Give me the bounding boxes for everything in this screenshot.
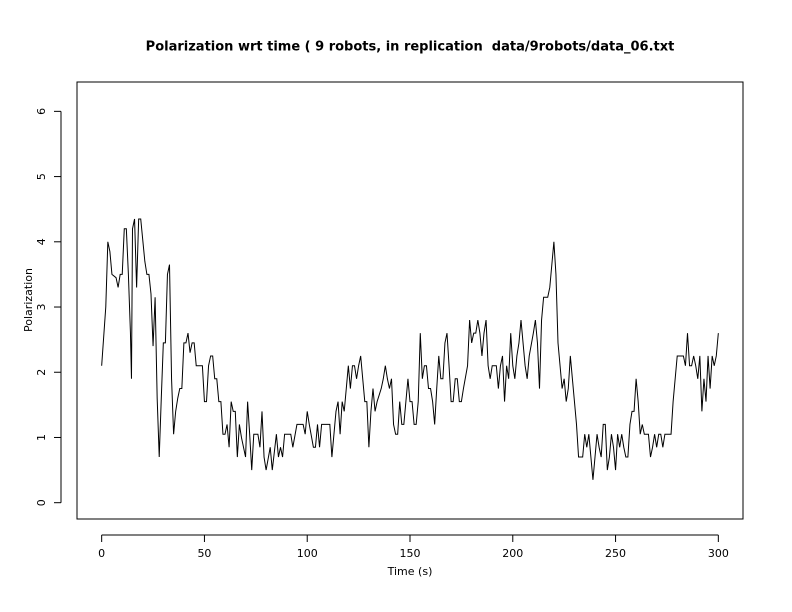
x-tick-label: 150 xyxy=(400,547,421,560)
x-tick-label: 300 xyxy=(708,547,729,560)
y-tick-label: 5 xyxy=(35,173,48,180)
x-axis-label: Time (s) xyxy=(387,565,433,578)
data-line xyxy=(101,218,719,480)
y-tick-label: 2 xyxy=(35,369,48,376)
plot-box xyxy=(76,81,744,520)
y-tick-label: 1 xyxy=(35,434,48,441)
chart-title: Polarization wrt time ( 9 robots, in rep… xyxy=(146,40,675,55)
y-tick-label: 0 xyxy=(35,499,48,506)
x-tick-label: 50 xyxy=(197,547,211,560)
x-tick-label: 200 xyxy=(502,547,523,560)
y-tick-label: 4 xyxy=(35,238,48,245)
x-tick-label: 0 xyxy=(98,547,105,560)
y-tick-label: 3 xyxy=(35,304,48,311)
x-tick-label: 250 xyxy=(605,547,626,560)
x-tick-label: 100 xyxy=(297,547,318,560)
y-tick-label: 6 xyxy=(35,108,48,115)
y-axis-label: Polarization xyxy=(22,268,35,332)
